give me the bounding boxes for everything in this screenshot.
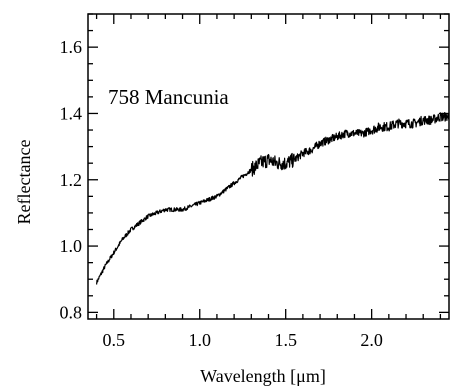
x-axis-label: Wavelength [μm] [200, 366, 326, 386]
y-tick-label: 1.6 [60, 37, 83, 57]
ticks-group [88, 13, 449, 319]
plot-frame [87, 13, 450, 320]
x-tick-label: 1.5 [274, 330, 297, 350]
spectrum-line [96, 111, 450, 285]
asteroid-name-annotation: 758 Mancunia [108, 85, 229, 109]
y-tick-label: 1.2 [60, 170, 83, 190]
x-tick-label: 0.5 [103, 330, 126, 350]
x-tick-label: 1.0 [188, 330, 211, 350]
y-axis-label: Reflectance [14, 140, 34, 225]
tick-labels-group: 0.5 1.0 1.5 2.0 0.8 1.0 1.2 1.4 1.6 [60, 37, 383, 350]
y-tick-label: 1.4 [60, 103, 83, 123]
x-tick-label: 2.0 [360, 330, 383, 350]
y-tick-label: 0.8 [60, 302, 83, 322]
y-tick-label: 1.0 [60, 236, 83, 256]
